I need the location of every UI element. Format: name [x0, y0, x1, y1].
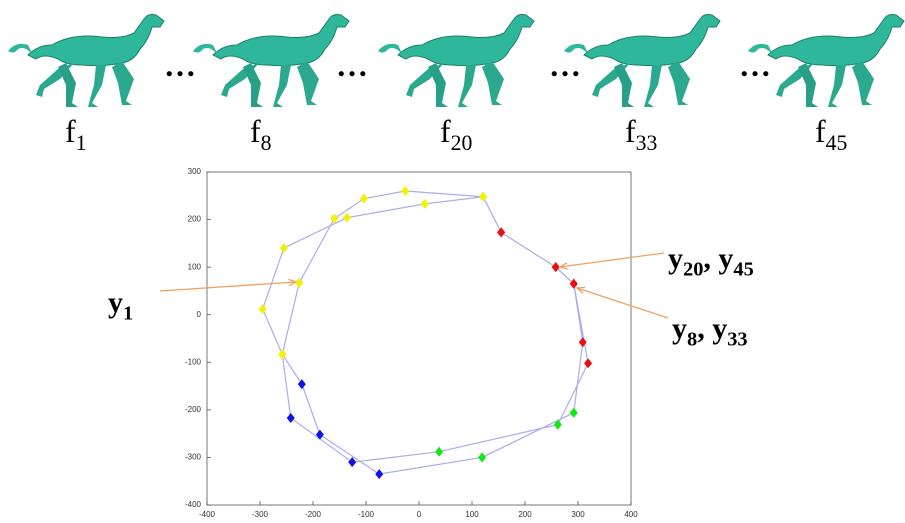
x-tick-label: 300 [571, 510, 585, 519]
y-tick-label: 100 [188, 262, 202, 271]
subscript: 1 [123, 303, 133, 325]
point [286, 412, 295, 423]
label: f20 [440, 113, 473, 155]
letter: y [712, 312, 727, 345]
label: y8, y33 [672, 312, 748, 351]
point [497, 227, 506, 238]
subscript: 45 [733, 259, 753, 281]
label: y1 [108, 286, 133, 325]
point [584, 358, 593, 369]
y-tick-label: -300 [185, 453, 202, 462]
x-tick-label: 200 [518, 510, 532, 519]
separator: , [697, 312, 712, 345]
point [279, 243, 288, 254]
y-tick-label: 200 [188, 215, 202, 224]
letter: y [668, 242, 683, 275]
arrow-line [159, 281, 297, 292]
letter: f [250, 113, 261, 149]
arrow-line [576, 287, 669, 319]
point [569, 407, 578, 418]
arrow-line [559, 252, 665, 268]
y-tick-label: 300 [188, 167, 202, 176]
point [420, 198, 429, 209]
subscript: 8 [687, 329, 697, 351]
arrow-head [575, 286, 586, 294]
x-tick-label: 0 [417, 510, 422, 519]
trajectory-line [262, 190, 589, 475]
horse [563, 14, 721, 108]
point [479, 191, 488, 202]
ellipsis: … [164, 47, 196, 83]
y-tick-label: -400 [185, 500, 202, 509]
point [569, 278, 578, 289]
x-tick-label: 400 [624, 510, 638, 519]
point [258, 304, 267, 315]
letter: f [625, 113, 636, 149]
point [348, 457, 357, 468]
point [401, 186, 410, 197]
subscript: 1 [76, 131, 87, 155]
arrow-head [558, 262, 568, 270]
point [375, 469, 384, 480]
horse [192, 14, 350, 108]
point [342, 212, 351, 223]
point [359, 193, 368, 204]
letter: y [718, 242, 733, 275]
point [295, 277, 304, 288]
point [551, 262, 560, 273]
letter: f [65, 113, 76, 149]
label: f45 [815, 113, 848, 155]
letter: f [815, 113, 826, 149]
point [278, 349, 287, 360]
point [478, 452, 487, 463]
subscript: 33 [727, 329, 747, 351]
subscript: 45 [826, 131, 848, 155]
subscript: 20 [451, 131, 473, 155]
label: y20, y45 [668, 242, 754, 281]
letter: y [672, 312, 687, 345]
x-tick-label: 100 [465, 510, 479, 519]
ellipsis: … [336, 47, 368, 83]
x-tick-label: -200 [305, 510, 322, 519]
y-tick-label: -200 [185, 405, 202, 414]
ellipsis: … [549, 47, 581, 83]
label: f8 [250, 113, 272, 155]
letter: f [440, 113, 451, 149]
subscript: 33 [636, 131, 658, 155]
point [578, 337, 587, 348]
y-tick-label: -100 [185, 357, 202, 366]
y-tick-label: 0 [197, 310, 202, 319]
point [435, 446, 444, 457]
separator: , [703, 242, 718, 275]
horse [747, 14, 905, 108]
point [297, 379, 306, 390]
x-tick-label: -300 [252, 510, 269, 519]
arrow-head [288, 278, 298, 287]
point [553, 419, 562, 430]
point [330, 213, 339, 224]
label: f33 [625, 113, 658, 155]
label: f1 [65, 113, 87, 155]
horse [7, 14, 165, 108]
subscript: 20 [683, 259, 703, 281]
point [315, 429, 324, 440]
horse [377, 14, 535, 108]
x-tick-label: -400 [199, 510, 216, 519]
subscript: 8 [261, 131, 272, 155]
plot-frame [206, 171, 632, 506]
ellipsis: … [739, 47, 771, 83]
x-tick-label: -100 [358, 510, 375, 519]
letter: y [108, 286, 123, 319]
